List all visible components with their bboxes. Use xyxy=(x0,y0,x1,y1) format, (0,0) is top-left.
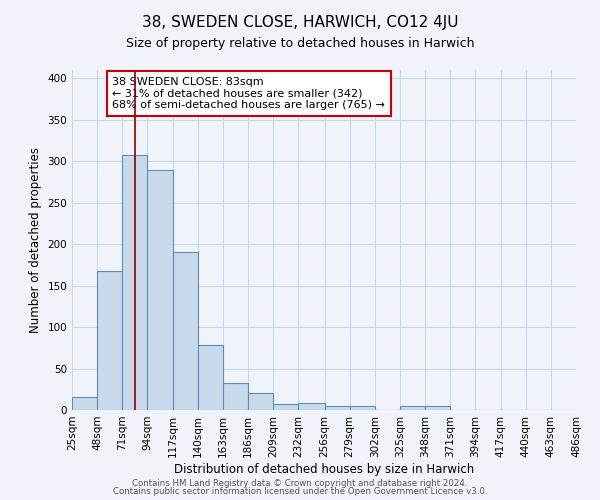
Bar xyxy=(72,396,97,410)
Bar xyxy=(425,406,450,410)
Bar xyxy=(350,406,375,410)
Bar xyxy=(122,156,148,410)
Bar xyxy=(273,404,298,410)
Bar xyxy=(173,252,198,410)
Text: Contains public sector information licensed under the Open Government Licence v3: Contains public sector information licen… xyxy=(113,487,487,496)
Bar xyxy=(400,406,425,410)
Text: Contains HM Land Registry data © Crown copyright and database right 2024.: Contains HM Land Registry data © Crown c… xyxy=(132,478,468,488)
Bar xyxy=(148,170,173,410)
Bar xyxy=(248,394,273,410)
Bar xyxy=(198,346,223,410)
Text: 38 SWEDEN CLOSE: 83sqm
← 31% of detached houses are smaller (342)
68% of semi-de: 38 SWEDEN CLOSE: 83sqm ← 31% of detached… xyxy=(112,77,385,110)
Bar xyxy=(325,406,350,410)
Text: Size of property relative to detached houses in Harwich: Size of property relative to detached ho… xyxy=(126,38,474,51)
Bar xyxy=(223,384,248,410)
X-axis label: Distribution of detached houses by size in Harwich: Distribution of detached houses by size … xyxy=(174,462,474,475)
Bar xyxy=(97,270,122,410)
Text: 38, SWEDEN CLOSE, HARWICH, CO12 4JU: 38, SWEDEN CLOSE, HARWICH, CO12 4JU xyxy=(142,15,458,30)
Bar xyxy=(298,402,325,410)
Y-axis label: Number of detached properties: Number of detached properties xyxy=(29,147,42,333)
